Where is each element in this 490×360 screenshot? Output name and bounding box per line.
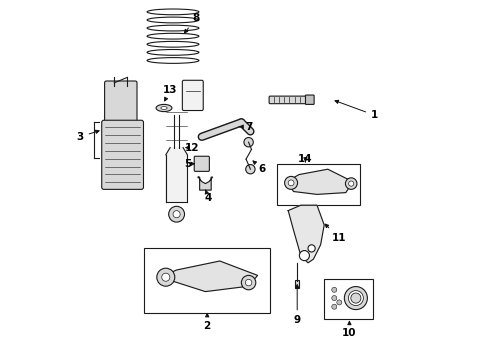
- Bar: [324, 279, 373, 319]
- Polygon shape: [160, 261, 258, 292]
- FancyBboxPatch shape: [305, 95, 314, 104]
- Circle shape: [285, 176, 297, 189]
- Circle shape: [344, 287, 368, 310]
- Text: 4: 4: [205, 190, 212, 203]
- Polygon shape: [286, 169, 353, 194]
- Ellipse shape: [156, 104, 172, 112]
- Text: 14: 14: [298, 154, 313, 164]
- FancyBboxPatch shape: [102, 120, 144, 189]
- FancyBboxPatch shape: [194, 156, 209, 171]
- Ellipse shape: [161, 107, 167, 109]
- Text: 6: 6: [253, 161, 266, 174]
- Circle shape: [332, 287, 337, 292]
- Text: 5: 5: [184, 159, 195, 169]
- Circle shape: [345, 178, 357, 189]
- Text: 3: 3: [76, 130, 99, 142]
- Circle shape: [245, 165, 255, 174]
- Bar: [144, 248, 270, 313]
- Circle shape: [308, 245, 315, 252]
- Circle shape: [332, 296, 337, 301]
- Circle shape: [244, 138, 253, 147]
- Text: 13: 13: [163, 85, 177, 101]
- Circle shape: [169, 206, 185, 222]
- Circle shape: [162, 273, 170, 281]
- Circle shape: [157, 268, 175, 286]
- Text: 9: 9: [294, 285, 301, 325]
- Text: 12: 12: [184, 143, 199, 153]
- Text: 8: 8: [184, 13, 200, 33]
- Circle shape: [348, 291, 364, 306]
- FancyBboxPatch shape: [269, 96, 313, 104]
- Polygon shape: [288, 205, 324, 263]
- Bar: [277, 164, 360, 205]
- Polygon shape: [166, 148, 187, 202]
- Text: 10: 10: [342, 321, 357, 338]
- Circle shape: [173, 211, 180, 218]
- Circle shape: [332, 304, 337, 309]
- Circle shape: [242, 275, 256, 290]
- Circle shape: [299, 251, 310, 261]
- Text: 1: 1: [335, 100, 378, 120]
- Circle shape: [337, 300, 342, 305]
- Circle shape: [351, 293, 361, 303]
- FancyBboxPatch shape: [182, 80, 203, 111]
- Text: 2: 2: [203, 314, 211, 331]
- Polygon shape: [198, 177, 213, 190]
- Bar: [295, 280, 299, 288]
- Circle shape: [288, 180, 294, 186]
- Text: 7: 7: [239, 122, 252, 132]
- Text: 11: 11: [325, 224, 346, 243]
- FancyBboxPatch shape: [104, 81, 137, 128]
- Circle shape: [245, 279, 252, 286]
- Circle shape: [348, 181, 354, 186]
